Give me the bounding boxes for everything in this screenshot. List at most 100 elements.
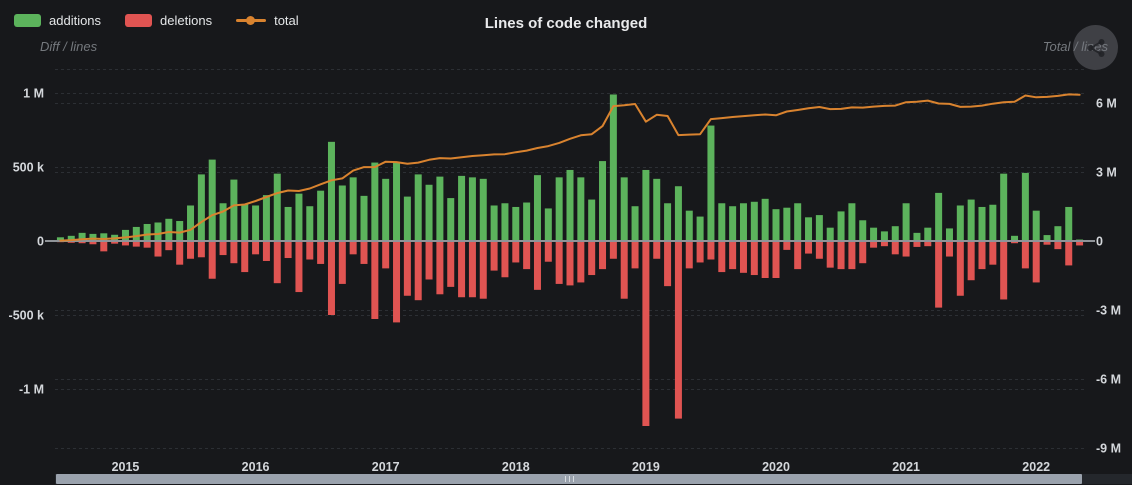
addition-bar — [967, 199, 975, 241]
deletion-bar — [772, 241, 780, 278]
legend-label: deletions — [160, 13, 213, 28]
deletion-bar — [403, 241, 411, 296]
addition-bar — [393, 162, 401, 241]
right-axis-tick-label: 3 M — [1096, 166, 1117, 180]
deletion-bar — [891, 241, 899, 255]
addition-bar — [989, 204, 997, 241]
deletion-bar — [414, 241, 422, 301]
legend-item-total[interactable]: total — [236, 13, 299, 28]
deletion-bar — [653, 241, 661, 259]
addition-bar — [252, 205, 260, 241]
deletion-bar — [382, 241, 390, 269]
legend-item-additions[interactable]: additions — [14, 13, 101, 28]
addition-bar — [1065, 206, 1073, 241]
addition-bar — [403, 196, 411, 241]
addition-bar — [729, 206, 737, 241]
scrollbar-thumb[interactable] — [56, 474, 1082, 484]
addition-bar — [490, 205, 498, 241]
addition-bar — [501, 203, 509, 241]
deletion-bar — [230, 241, 238, 264]
addition-bar — [935, 192, 943, 241]
deletion-bar — [100, 241, 108, 252]
addition-bar — [284, 206, 292, 241]
addition-bar — [414, 174, 422, 241]
deletion-bar — [859, 241, 867, 264]
deletion-bar — [967, 241, 975, 281]
deletion-bar — [1032, 241, 1040, 283]
deletion-bar — [501, 241, 509, 278]
right-axis-tick-label: 6 M — [1096, 97, 1117, 111]
deletion-bar — [338, 241, 346, 284]
deletion-bar — [729, 241, 737, 270]
x-axis-year-label: 2018 — [502, 460, 530, 474]
deletion-bar — [468, 241, 476, 298]
deletion-bar — [956, 241, 964, 296]
addition-bar — [707, 125, 715, 241]
left-axis-tick-label: -1 M — [19, 383, 44, 397]
addition-bar — [696, 216, 704, 241]
addition-bar — [631, 206, 639, 241]
addition-bar — [956, 205, 964, 241]
deletion-bar — [154, 241, 162, 257]
addition-bar — [382, 178, 390, 241]
addition-bar — [588, 199, 596, 241]
legend-label: additions — [49, 13, 102, 28]
addition-bar — [100, 233, 108, 241]
addition-bar — [750, 201, 758, 241]
left-axis-tick-label: 1 M — [23, 87, 44, 101]
addition-bar — [653, 178, 661, 241]
share-button[interactable] — [1073, 25, 1118, 70]
deletion-bar — [273, 241, 281, 284]
deletions-bars[interactable] — [56, 241, 1084, 426]
left-axis-name: Diff / lines — [40, 39, 98, 54]
deletion-bar — [826, 241, 834, 268]
deletion-bar — [935, 241, 943, 308]
addition-bar — [848, 203, 856, 241]
addition-bar — [870, 227, 878, 241]
addition-bar — [425, 184, 433, 241]
addition-bar — [306, 206, 314, 241]
deletion-bar — [599, 241, 607, 270]
share-icon — [1087, 38, 1104, 57]
addition-bar — [208, 159, 216, 241]
legend-item-deletions[interactable]: deletions — [125, 13, 212, 28]
additions-bars[interactable] — [56, 94, 1084, 241]
right-axis-tick-label: 0 — [1096, 235, 1103, 249]
deletion-bar — [588, 241, 596, 276]
addition-bar — [468, 177, 476, 241]
deletion-bar — [447, 241, 455, 287]
deletion-bar — [555, 241, 563, 284]
addition-bar — [241, 204, 249, 241]
scrollbar-track[interactable] — [55, 474, 1132, 484]
addition-bar — [1032, 210, 1040, 241]
deletion-bar — [696, 241, 704, 263]
addition-bar — [197, 174, 205, 241]
deletion-bar — [533, 241, 541, 290]
deletion-bar — [1021, 241, 1029, 269]
deletion-bar — [794, 241, 802, 270]
gridlines — [55, 69, 1085, 449]
deletion-bar — [295, 241, 303, 293]
deletion-bar — [458, 241, 466, 298]
addition-bar — [599, 161, 607, 241]
addition-bar — [1000, 173, 1008, 241]
addition-bar — [165, 218, 173, 241]
addition-bar — [902, 203, 910, 241]
left-axis-tick-label: -500 k — [9, 309, 44, 323]
addition-bar — [273, 173, 281, 241]
addition-bar — [620, 177, 628, 241]
x-axis-year-label: 2022 — [1022, 460, 1050, 474]
deletion-bar — [664, 241, 672, 287]
addition-bar — [56, 237, 64, 241]
deletion-bar — [707, 241, 715, 260]
deletion-bar — [132, 241, 140, 247]
right-axis-tick-label: -9 M — [1096, 442, 1121, 456]
addition-bar — [891, 226, 899, 241]
deletion-bar — [208, 241, 216, 279]
deletion-bar — [241, 241, 249, 273]
deletion-bar — [739, 241, 747, 273]
addition-bar — [219, 203, 227, 241]
addition-bar — [664, 203, 672, 241]
